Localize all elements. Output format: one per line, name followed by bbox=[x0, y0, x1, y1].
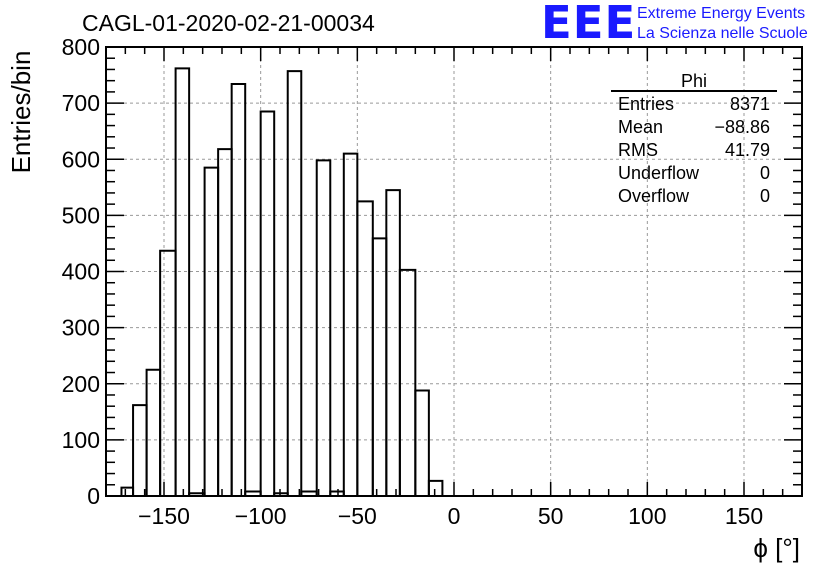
y-tick-label: 800 bbox=[62, 34, 100, 60]
histogram-bin bbox=[174, 67, 191, 496]
histogram-bin bbox=[145, 368, 162, 496]
histogram-bin bbox=[398, 268, 417, 496]
y-tick-label: 100 bbox=[62, 427, 100, 453]
histogram-bin bbox=[132, 404, 148, 496]
y-tick-label: 200 bbox=[62, 371, 100, 397]
y-axis-title: Entries/bin bbox=[6, 51, 36, 174]
eee-logo-text: Extreme Energy Events La Scienza nelle S… bbox=[637, 4, 808, 44]
x-axis-title: ϕ [°] bbox=[753, 533, 800, 563]
stats-box: Phi Entries 8371 Mean −88.86 RMS 41.79 Underfl… bbox=[611, 71, 777, 206]
stats-title: Phi bbox=[681, 71, 707, 91]
grid-lines bbox=[106, 47, 802, 496]
histogram-bin bbox=[230, 83, 247, 496]
histogram-bin bbox=[371, 237, 388, 496]
histogram-bin bbox=[259, 110, 276, 496]
x-tick-label: 0 bbox=[448, 503, 461, 529]
stats-value: 41.79 bbox=[725, 140, 770, 160]
y-tick-label: 700 bbox=[62, 90, 100, 116]
histogram-bars bbox=[120, 67, 444, 496]
histogram-bin bbox=[414, 389, 430, 496]
stats-label: Overflow bbox=[618, 186, 690, 206]
stats-value: 8371 bbox=[730, 94, 770, 114]
histogram-bin bbox=[315, 159, 332, 496]
histogram-bin bbox=[217, 148, 233, 496]
x-tick-label: −50 bbox=[338, 503, 377, 529]
stats-label: RMS bbox=[618, 140, 658, 160]
y-tick-label: 600 bbox=[62, 146, 100, 172]
histogram-bin bbox=[286, 70, 303, 496]
y-tick-label: 400 bbox=[62, 259, 100, 285]
x-tick-label: −100 bbox=[235, 503, 287, 529]
stats-value: 0 bbox=[760, 163, 770, 183]
stats-label: Underflow bbox=[618, 163, 700, 183]
histogram-bin bbox=[356, 200, 374, 496]
y-tick-label: 0 bbox=[87, 483, 100, 509]
stats-value: −88.86 bbox=[714, 117, 770, 137]
histogram-bin bbox=[342, 152, 359, 496]
x-tick-label: 150 bbox=[725, 503, 763, 529]
histogram-bin bbox=[203, 166, 220, 496]
axis-ticks bbox=[105, 46, 803, 497]
logo-line-1: Extreme Energy Events bbox=[637, 5, 806, 22]
stats-rows: Entries 8371 Mean −88.86 RMS 41.79 Underflow 0 O… bbox=[618, 94, 770, 206]
histogram-bin bbox=[120, 486, 135, 496]
x-tick-label: 50 bbox=[538, 503, 564, 529]
y-tick-label: 500 bbox=[62, 202, 100, 228]
histogram-bin bbox=[427, 479, 444, 496]
eee-logo: EEE bbox=[541, 0, 637, 49]
logo-line-2: La Scienza nelle Scuole bbox=[637, 25, 808, 42]
x-tick-label: 100 bbox=[628, 503, 666, 529]
stats-value: 0 bbox=[760, 186, 770, 206]
tick-labels: −150 −100 −50 0 50 100 150 0 100 200 300 400 500 600 7… bbox=[62, 34, 764, 529]
stats-label: Entries bbox=[618, 94, 674, 114]
x-tick-label: −150 bbox=[138, 503, 190, 529]
chart-title: CAGL-01-2020-02-21-00034 bbox=[82, 10, 375, 36]
stats-label: Mean bbox=[618, 117, 663, 137]
y-tick-label: 300 bbox=[62, 315, 100, 341]
histogram-bin bbox=[159, 249, 177, 496]
histogram-bin bbox=[385, 189, 401, 496]
